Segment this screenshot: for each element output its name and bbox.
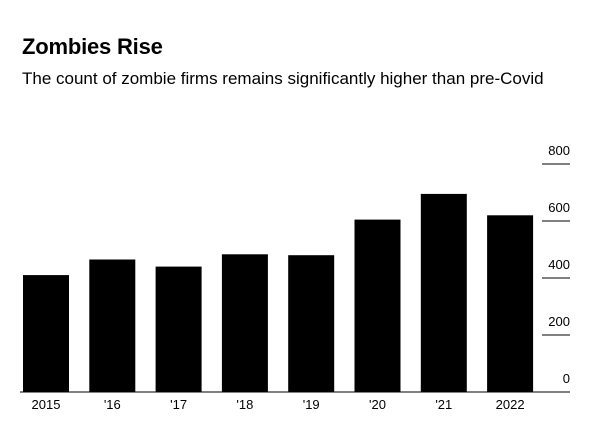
chart-title: Zombies Rise — [22, 34, 163, 59]
bar-6 — [420, 193, 467, 392]
bars-group — [23, 193, 534, 392]
chart-subtitle: The count of zombie firms remains signif… — [22, 69, 544, 88]
y-tick-label-4: 800 — [548, 143, 570, 158]
bar-4 — [288, 255, 335, 392]
x-tick-label-4: '19 — [303, 397, 320, 412]
x-tick-label-1: '16 — [104, 397, 121, 412]
y-tick-label-0: 0 — [563, 371, 570, 386]
bar-7 — [487, 215, 534, 392]
bar-0 — [23, 275, 69, 392]
y-tick-label-2: 400 — [548, 257, 570, 272]
y-axis: 0 200 400 600 800 — [20, 143, 570, 393]
y-tick-label-1: 200 — [548, 314, 570, 329]
x-tick-label-5: '20 — [369, 397, 386, 412]
x-tick-label-3: '18 — [236, 397, 253, 412]
bar-1 — [89, 259, 136, 392]
bar-3 — [221, 254, 268, 392]
x-tick-label-0: 2015 — [32, 397, 61, 412]
x-tick-label-7: 2022 — [496, 397, 525, 412]
x-axis-labels: 2015 '16 '17 '18 '19 '20 '21 2022 — [32, 397, 525, 412]
x-tick-label-6: '21 — [435, 397, 452, 412]
bar-2 — [155, 266, 202, 392]
bar-5 — [354, 219, 401, 392]
y-tick-label-3: 600 — [548, 200, 570, 215]
x-tick-label-2: '17 — [170, 397, 187, 412]
